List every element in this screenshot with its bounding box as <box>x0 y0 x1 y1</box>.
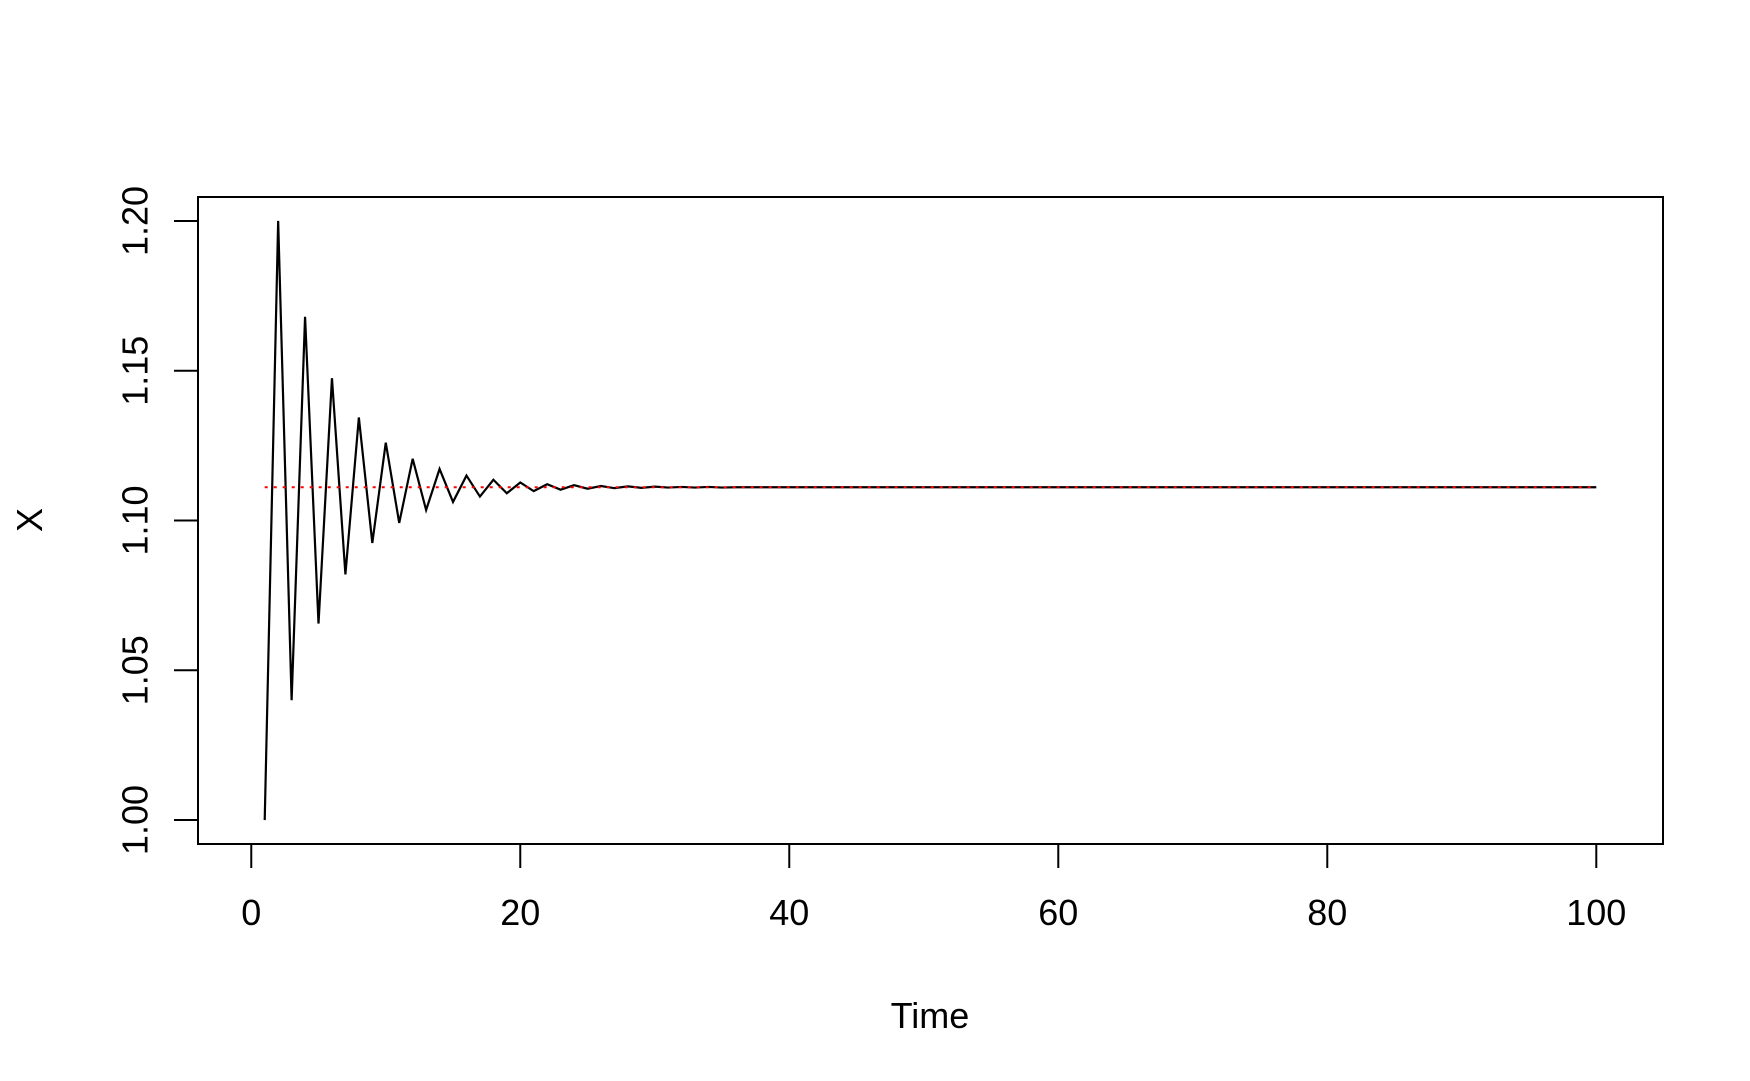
x-tick-label: 0 <box>241 892 261 933</box>
y-axis: 1.00 1.05 1.10 1.15 1.20 <box>115 186 199 855</box>
x-tick-label: 40 <box>769 892 809 933</box>
x-tick-label: 20 <box>500 892 540 933</box>
plot-area-frame <box>197 196 1664 845</box>
y-tick-label: 1.00 <box>115 785 156 855</box>
x-axis-label: Time <box>891 995 970 1036</box>
x-tick-label: 80 <box>1307 892 1347 933</box>
x-tick-label: 60 <box>1038 892 1078 933</box>
x-axis: 0 20 40 60 80 100 <box>241 843 1626 933</box>
y-tick-label: 1.15 <box>115 336 156 406</box>
x-tick-label: 100 <box>1566 892 1626 933</box>
series-layer <box>263 220 1597 821</box>
y-tick-label: 1.05 <box>115 635 156 705</box>
y-tick-label: 1.10 <box>115 485 156 555</box>
x-series-line <box>263 220 1597 821</box>
y-axis-label: X <box>9 508 50 532</box>
y-tick-label: 1.20 <box>115 186 156 256</box>
